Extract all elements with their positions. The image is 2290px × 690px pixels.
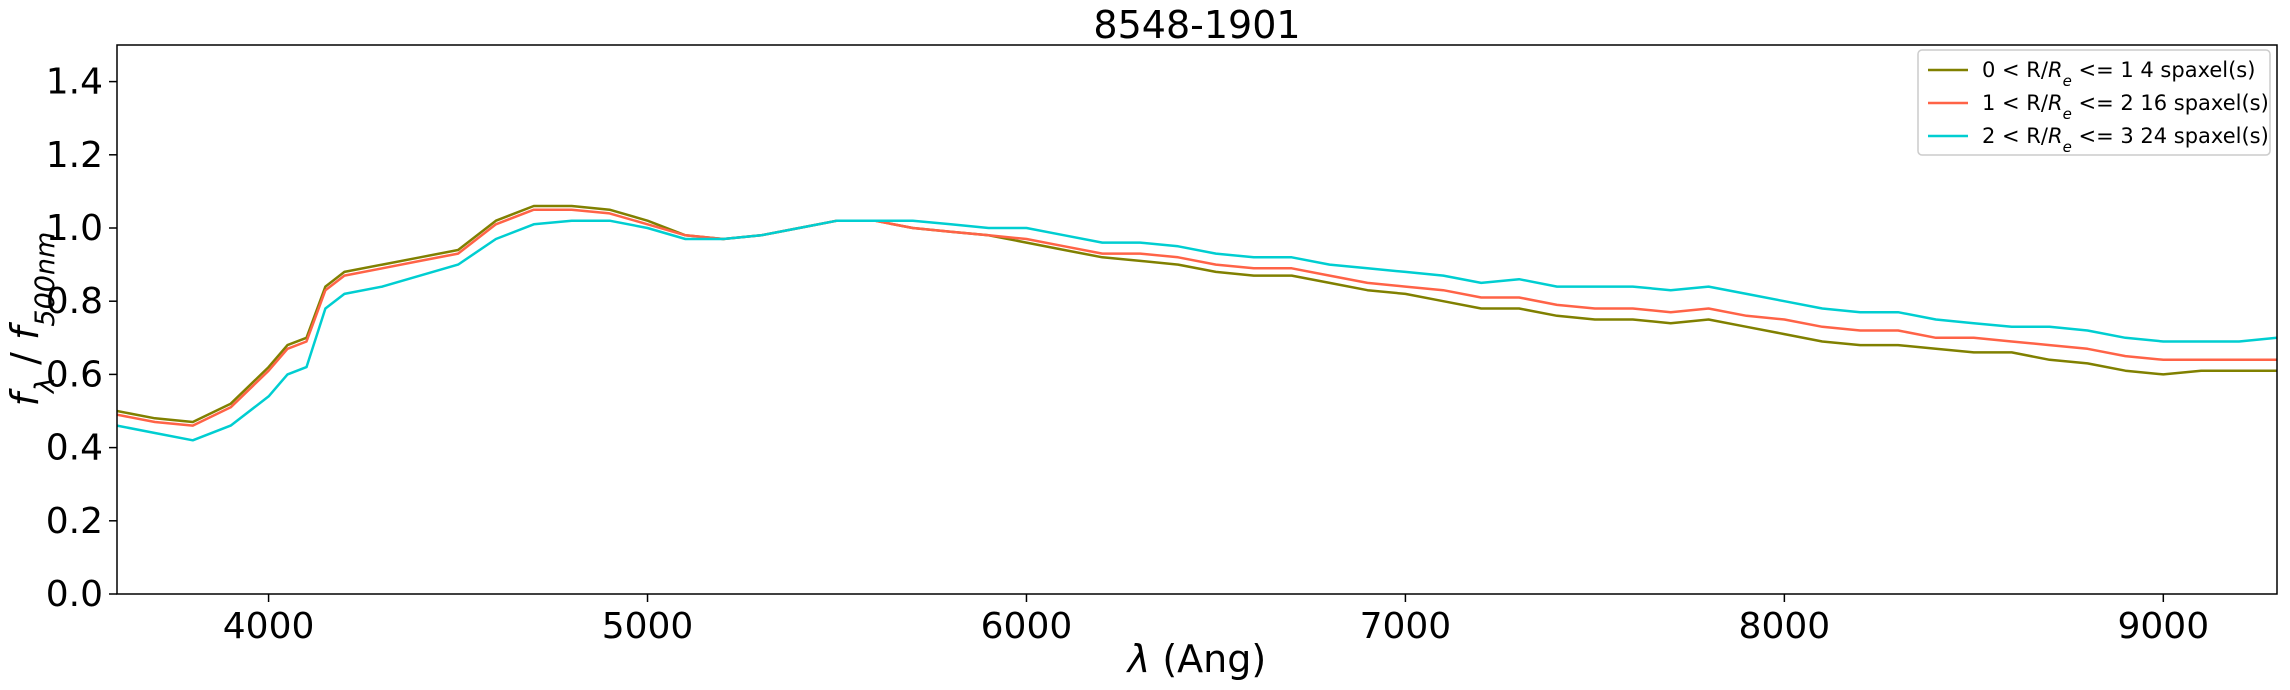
x-tick-label: 8000: [1739, 606, 1831, 647]
legend: 0 < R/Re <= 1 4 spaxel(s)1 < R/Re <= 2 1…: [1917, 49, 2271, 156]
y-tick-label: 1.2: [46, 135, 103, 176]
legend-label-2: 2 < R/Re <= 3 24 spaxel(s): [1982, 124, 2269, 156]
label-part: <= 1 4 spaxel(s): [2072, 58, 2256, 82]
x-tick-label: 9000: [2118, 606, 2210, 647]
x-tick-label: 6000: [981, 606, 1073, 647]
chart-title: 8548-1901: [1093, 3, 1300, 47]
label-part: (Ang): [1150, 637, 1266, 681]
x-axis-title: λ (Ang): [1126, 637, 1266, 681]
legend-label-0: 0 < R/Re <= 1 4 spaxel(s): [1982, 58, 2255, 90]
label-part: R: [2048, 91, 2063, 115]
series-line-1: [116, 208, 2277, 427]
label-part: /: [3, 340, 47, 377]
y-tick-label: 1.0: [46, 208, 103, 249]
label-part: <= 3 24 spaxel(s): [2072, 124, 2269, 148]
y-tick-label: 0.4: [46, 428, 103, 469]
series-line-2: [116, 219, 2278, 442]
x-tick-label: 5000: [602, 606, 694, 647]
label-part: λ: [30, 377, 61, 395]
label-part: e: [2063, 138, 2072, 156]
plot-frame: [116, 44, 2278, 595]
label-part: 1 < R/: [1982, 91, 2049, 115]
y-tick-label: 0.6: [46, 354, 103, 395]
x-tick-label: 4000: [223, 606, 315, 647]
label-part: 500nm: [30, 232, 61, 327]
label-part: e: [2063, 105, 2072, 123]
label-part: 0 < R/: [1982, 58, 2049, 82]
y-tick-label: 0.0: [46, 574, 103, 615]
legend-label-1: 1 < R/Re <= 2 16 spaxel(s): [1982, 91, 2269, 123]
y-tick-label: 0.8: [46, 281, 103, 322]
plot-lines: [116, 204, 2278, 442]
x-axis: 4000 5000 6000 7000 8000 9000: [223, 594, 2209, 647]
series-line-0: [116, 204, 2277, 424]
y-tick-label: 1.4: [46, 62, 103, 103]
label-part: <= 2 16 spaxel(s): [2072, 91, 2269, 115]
label-part: 2 < R/: [1982, 124, 2049, 148]
label-part: e: [2063, 72, 2072, 90]
label-part: R: [2048, 124, 2063, 148]
legend-box: [1917, 49, 2271, 156]
x-tick-label: 7000: [1360, 606, 1452, 647]
y-tick-label: 0.2: [46, 501, 103, 542]
label-part: λ: [1126, 637, 1151, 681]
label-part: R: [2048, 58, 2063, 82]
y-axis: 0.0 0.2 0.4 0.6 0.8 1.0 1.2 1.4: [46, 62, 117, 615]
